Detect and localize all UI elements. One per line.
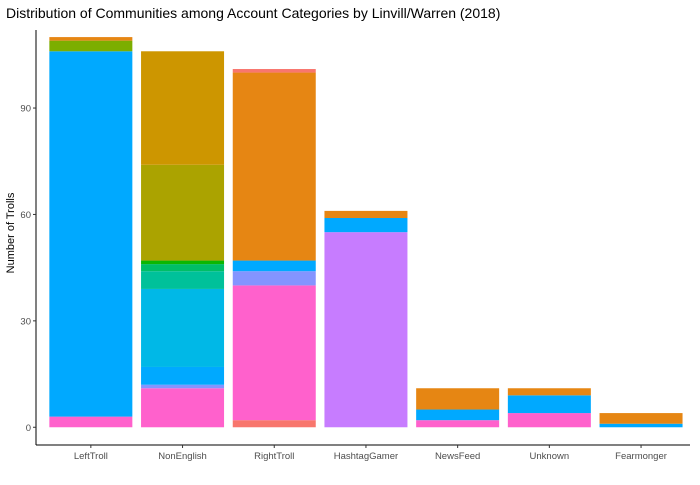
bar-segment-NonEnglish-2: [141, 366, 225, 385]
x-tick-label-RightTroll: RightTroll: [254, 451, 294, 462]
bar-segment-RightTroll-2: [232, 271, 316, 286]
bar-segment-NewsFeed-2: [416, 388, 500, 410]
plot-area: [49, 37, 683, 428]
x-tick-label-NonEnglish: NonEnglish: [158, 451, 207, 462]
x-tick-label-Fearmonger: Fearmonger: [615, 451, 667, 462]
bar-segment-Unknown-2: [507, 388, 591, 396]
x-tick-label-Unknown: Unknown: [530, 451, 570, 462]
bar-segment-HashtagGamer-0: [324, 232, 408, 428]
axes: 0 30 60 90 LeftTroll NonEnglish RightTroll Hash…: [20, 30, 690, 462]
bar-segment-NonEnglish-4: [141, 271, 225, 289]
bar-segment-Unknown-1: [507, 395, 591, 414]
y-tick-label: 60: [20, 210, 31, 221]
bar-segment-NewsFeed-0: [416, 420, 500, 428]
bar-segment-RightTroll-5: [232, 69, 316, 73]
bar-segment-NonEnglish-7: [141, 164, 225, 261]
bar-segment-Fearmonger-1: [599, 413, 683, 424]
x-tick-label-HashtagGamer: HashtagGamer: [334, 451, 398, 462]
bar-segment-HashtagGamer-1: [324, 217, 408, 233]
bar-segment-LeftTroll-1: [49, 51, 133, 417]
bar-segment-Fearmonger-0: [599, 423, 683, 428]
bar-segment-LeftTroll-2: [49, 40, 133, 52]
bar-segment-Unknown-0: [507, 413, 591, 428]
bar-segment-NonEnglish-0: [141, 388, 225, 428]
y-tick-label: 30: [20, 316, 31, 327]
y-axis-label: Number of Trolls: [5, 192, 17, 273]
bar-segment-RightTroll-4: [232, 72, 316, 261]
bar-segment-NonEnglish-8: [141, 51, 225, 165]
x-tick-label-NewsFeed: NewsFeed: [435, 451, 480, 462]
bar-segment-RightTroll-0: [232, 420, 316, 428]
x-tick-label-LeftTroll: LeftTroll: [74, 451, 108, 462]
bar-segment-NonEnglish-1: [141, 384, 225, 389]
bar-segment-NonEnglish-3: [141, 288, 225, 367]
y-tick-label: 90: [20, 104, 31, 115]
chart-title: Distribution of Communities among Accoun…: [6, 5, 500, 21]
bar-segment-NewsFeed-1: [416, 409, 500, 421]
bar-segment-LeftTroll-0: [49, 416, 133, 428]
bar-segment-RightTroll-1: [232, 285, 316, 421]
bar-segment-NonEnglish-5: [141, 264, 225, 272]
bar-segment-LeftTroll-3: [49, 37, 133, 41]
bar-segment-NonEnglish-6: [141, 260, 225, 265]
y-tick-label: 0: [26, 423, 31, 434]
bar-segment-RightTroll-3: [232, 260, 316, 272]
bar-segment-HashtagGamer-2: [324, 210, 408, 218]
